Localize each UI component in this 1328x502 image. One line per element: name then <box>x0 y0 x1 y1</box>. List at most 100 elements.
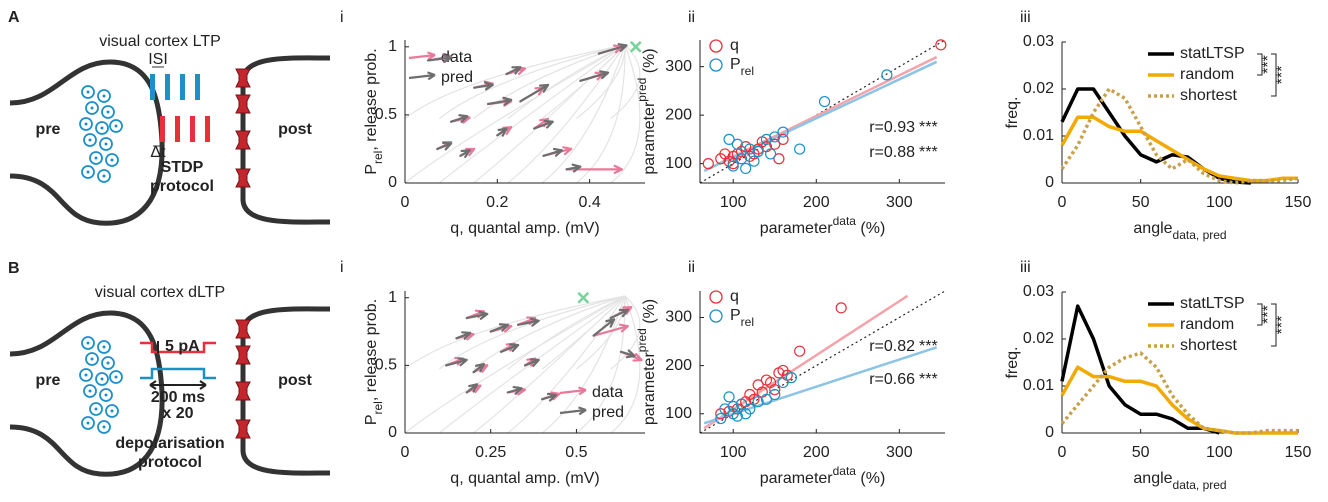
line-series <box>1060 304 1220 435</box>
y-tick-label: 0.01 <box>1023 377 1054 394</box>
arrow <box>597 43 628 55</box>
x-tick-label: 0 <box>401 444 410 461</box>
label-part: parameter <box>641 352 658 426</box>
line-series <box>1060 351 1298 435</box>
label-part: data, pred <box>1173 228 1227 242</box>
vesicle-dot <box>88 389 92 393</box>
arrow <box>465 383 479 394</box>
legend-label: Prel <box>730 56 754 78</box>
label-part: rel <box>741 315 754 329</box>
x-tick-label: 100 <box>1206 194 1233 211</box>
y-tick-label: 200 <box>665 106 692 123</box>
vesicle-dot <box>114 375 118 379</box>
panel-label: ii <box>688 9 695 26</box>
label-part: P <box>363 414 380 425</box>
significance: *** <box>919 119 938 136</box>
x-tick-label: 50 <box>1132 444 1150 461</box>
point <box>881 69 893 81</box>
panel-label: iii <box>1020 259 1031 276</box>
point <box>935 39 947 51</box>
label-part: pred <box>635 328 649 352</box>
arrow <box>473 81 494 91</box>
significance-stars: *** <box>1274 66 1291 85</box>
label-part: pred <box>635 78 649 102</box>
label-part: rel <box>741 64 754 78</box>
receptor <box>235 68 251 88</box>
arrow <box>592 318 616 337</box>
receptor <box>235 419 251 439</box>
point <box>835 302 847 314</box>
vesicle-dot <box>88 138 92 142</box>
arrow <box>445 357 468 367</box>
point <box>760 393 773 405</box>
label-part: (%) <box>856 220 885 237</box>
panel-label: ii <box>688 259 695 276</box>
protocol-label: protocol <box>138 454 202 471</box>
panel-label: i <box>340 9 344 26</box>
pre-spike <box>180 74 185 100</box>
receptor <box>235 168 251 188</box>
vesicle-dot <box>94 156 98 160</box>
vesicle-dot <box>84 373 88 377</box>
post-terminal <box>240 55 331 225</box>
flow-line <box>404 44 626 120</box>
x-tick-label: 0 <box>1058 194 1067 211</box>
point <box>748 155 760 167</box>
y-tick-label: 0.5 <box>375 357 397 374</box>
point <box>731 138 743 150</box>
vesicle-dot <box>102 425 106 429</box>
point <box>752 145 764 158</box>
point <box>727 400 739 413</box>
point <box>777 126 789 138</box>
repeats-label: x 20 <box>162 405 193 422</box>
vesicle-dot <box>86 90 90 94</box>
label-part: (%) <box>856 470 885 487</box>
correlation: r=0.66 <box>869 371 915 388</box>
vesicle-dot <box>100 126 104 130</box>
flow-line <box>576 295 626 434</box>
y-tick-label: 0.02 <box>1023 80 1054 97</box>
vesicle-dot <box>90 357 94 361</box>
point <box>702 158 714 170</box>
correlation: r=0.88 <box>869 144 915 161</box>
fit-line <box>703 60 938 173</box>
significance: *** <box>919 338 938 355</box>
point <box>773 153 785 165</box>
legend-label: pred <box>592 404 624 421</box>
receptor <box>235 381 251 401</box>
significance: *** <box>919 371 938 388</box>
flow-line <box>473 44 626 184</box>
vesicle-dot <box>102 174 106 178</box>
pre-terminal <box>9 310 165 477</box>
y-tick-label: 100 <box>665 155 692 172</box>
significance-bracket <box>1271 53 1277 97</box>
x-tick-label: 0.25 <box>475 444 506 461</box>
x-tick-label: 200 <box>803 444 830 461</box>
arrow <box>489 323 509 333</box>
dt-label: Δt <box>150 144 166 161</box>
x-tick-label: 100 <box>720 444 747 461</box>
point <box>769 131 781 143</box>
legend-arrow <box>408 71 436 81</box>
arrow <box>486 96 513 106</box>
vesicle-dot <box>86 170 90 174</box>
x-tick-label: 0 <box>401 194 410 211</box>
legend-arrow <box>559 406 587 416</box>
identity-line <box>699 39 946 184</box>
x-tick-label: 0.5 <box>565 444 587 461</box>
arrow <box>465 310 489 320</box>
label-part: rel <box>371 151 385 164</box>
line-series <box>1060 87 1299 185</box>
arrow <box>609 308 629 320</box>
flow-line <box>438 295 626 370</box>
target-marker <box>629 40 642 53</box>
post-spike <box>160 116 165 142</box>
y-axis-label: parameterpred (%) <box>635 48 658 174</box>
point <box>769 138 781 150</box>
point <box>764 148 777 160</box>
point <box>715 412 727 425</box>
point <box>719 403 731 415</box>
point <box>731 410 743 422</box>
legend-marker <box>709 309 723 323</box>
